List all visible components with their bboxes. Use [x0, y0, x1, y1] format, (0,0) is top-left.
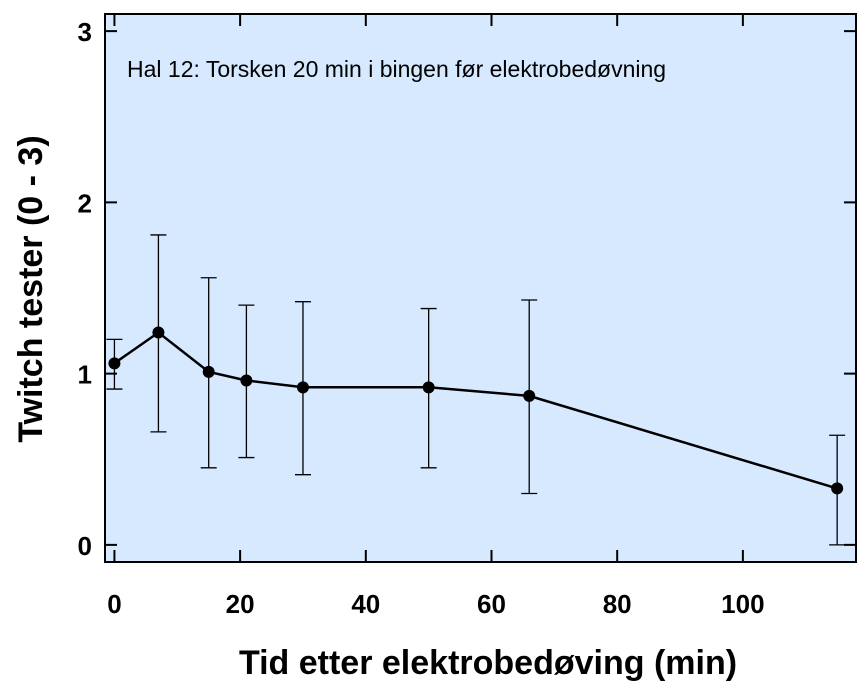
data-point — [240, 374, 253, 387]
data-point — [152, 326, 165, 339]
x-tick-label: 100 — [721, 589, 764, 619]
x-tick-label: 40 — [351, 589, 380, 619]
x-tick-label: 20 — [226, 589, 255, 619]
tick-labels: 0 20 40 60 80 100 0 1 2 3 — [78, 17, 765, 619]
x-axis-label: Tid etter elektrobedøving (min) — [239, 644, 737, 682]
plot-frame — [104, 13, 857, 563]
y-tick-label: 1 — [78, 360, 92, 390]
data-point — [422, 381, 435, 394]
y-tick-label: 2 — [78, 188, 92, 218]
axis-ticks — [105, 14, 856, 562]
data-point — [202, 365, 215, 378]
chart-annotation: Hal 12: Torsken 20 min i bingen før elek… — [127, 56, 666, 82]
data-point — [296, 381, 309, 394]
data-point — [831, 482, 844, 495]
y-tick-label: 0 — [78, 531, 92, 561]
x-tick-label: 60 — [477, 589, 506, 619]
x-tick-label: 80 — [603, 589, 632, 619]
y-axis-label: Twitch tester (0 - 3) — [12, 135, 50, 442]
data-points — [108, 326, 844, 495]
series-line — [113, 330, 838, 490]
x-tick-label: 0 — [107, 589, 121, 619]
y-tick-label: 3 — [78, 17, 92, 47]
data-point — [523, 389, 536, 402]
plot-background — [105, 14, 856, 562]
data-point — [108, 357, 121, 370]
